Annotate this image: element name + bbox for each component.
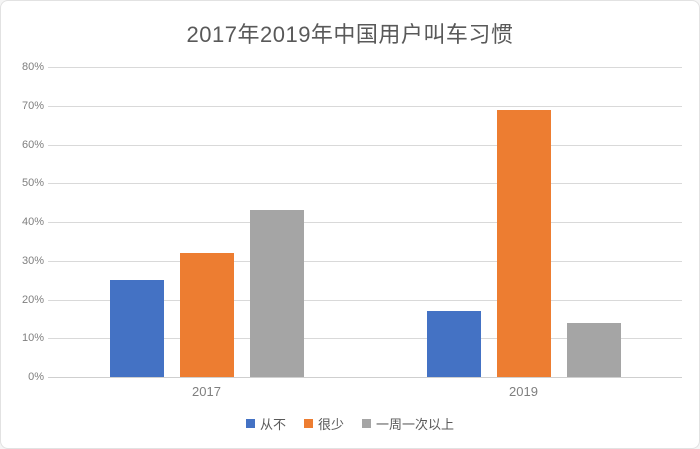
legend-marker-icon [245, 419, 255, 428]
gridline [48, 105, 682, 107]
x-axis-label: 2017 [192, 384, 221, 399]
y-axis-tick-label: 40% [21, 216, 44, 228]
gridline [48, 144, 682, 146]
legend-item: 很少 [303, 414, 344, 433]
gridline [48, 222, 682, 223]
legend-marker-icon [362, 419, 371, 428]
gridline [48, 338, 682, 340]
chart-title: 2017年2019年中国用户叫车习惯 [186, 22, 514, 47]
bar [496, 109, 551, 377]
bar [566, 322, 621, 377]
legend-item: 一周一次以上 [362, 414, 454, 433]
gridline [48, 183, 682, 185]
y-axis-tick-label: 60% [21, 138, 44, 151]
y-axis-tick-label: 80% [21, 61, 44, 73]
legend-label: 很少 [317, 417, 344, 432]
bar [179, 253, 234, 377]
chart-legend: 从不 很少 一周一次以上 [1, 414, 699, 433]
bar [109, 280, 164, 377]
gridline [48, 260, 682, 262]
legend-label: 一周一次以上 [376, 417, 455, 432]
y-axis-tick-label: 0% [28, 371, 44, 383]
y-axis-tick-label: 10% [21, 332, 44, 345]
gridline [48, 67, 682, 68]
y-axis-tick-label: 30% [21, 254, 44, 267]
x-axis-label: 2019 [509, 384, 538, 399]
x-axis-line [48, 377, 682, 378]
legend-marker-icon [303, 419, 313, 428]
y-axis-tick-label: 70% [21, 99, 44, 112]
legend-item: 从不 [245, 414, 286, 433]
legend-label: 从不 [259, 417, 286, 432]
gridline [48, 299, 682, 301]
y-axis-tick-label: 20% [21, 293, 44, 306]
bar [249, 210, 304, 377]
bar [426, 311, 481, 377]
y-axis-tick-label: 50% [21, 177, 44, 190]
